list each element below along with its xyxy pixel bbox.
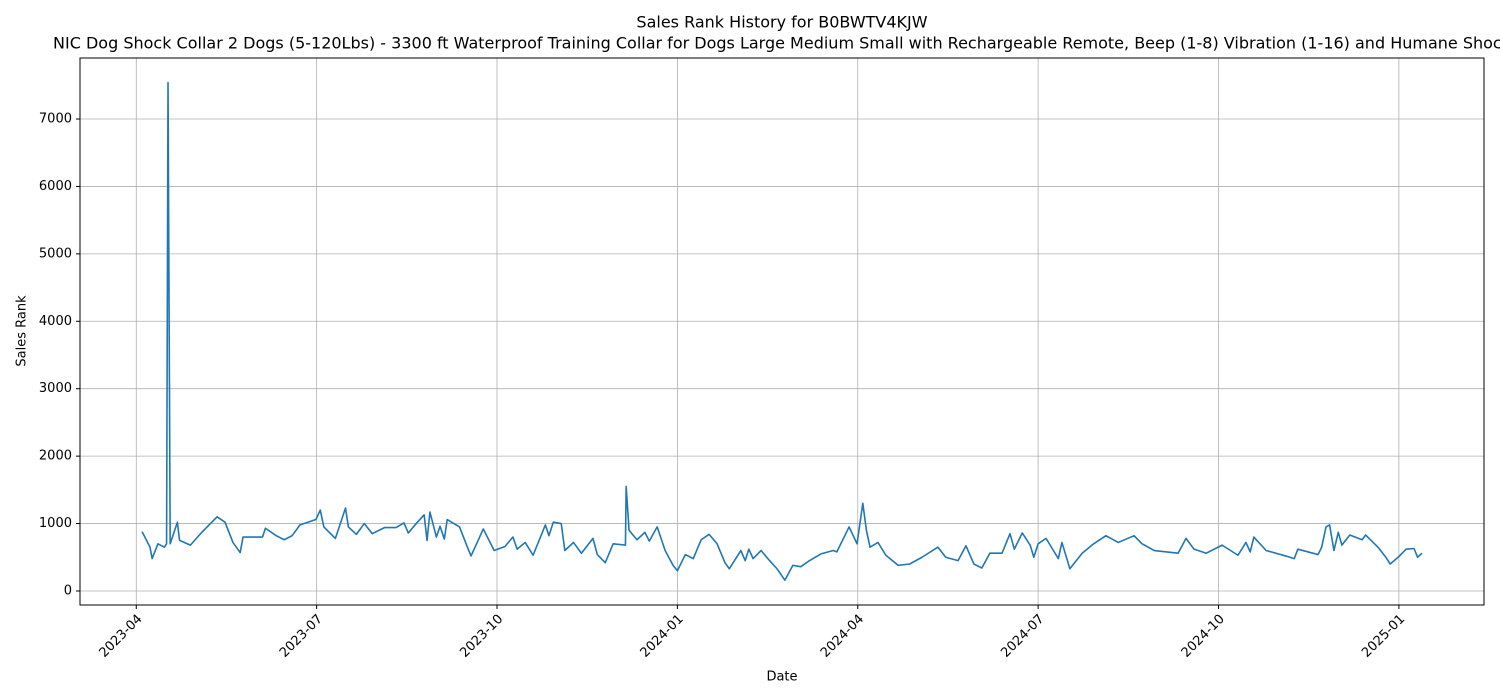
y-tick-label: 1000 [39,516,72,531]
chart-title: Sales Rank History for B0BWTV4KJW [636,13,927,32]
y-tick-label: 6000 [39,179,72,194]
x-tick-label: 2025-01 [1359,612,1408,661]
y-tick-label: 5000 [39,246,72,261]
x-tick-label: 2023-10 [457,612,506,661]
x-tick-label: 2024-01 [638,612,687,661]
x-tick-label: 2023-07 [277,612,326,661]
x-tick-label: 2024-10 [1179,612,1228,661]
plot-frame [79,57,1485,606]
y-axis-label: Sales Rank [15,295,30,367]
y-tick-label: 3000 [39,381,72,396]
x-axis-label: Date [766,670,797,685]
chart-subtitle: NIC Dog Shock Collar 2 Dogs (5-120Lbs) -… [53,34,1500,53]
y-tick-label: 2000 [39,449,72,464]
y-tick-label: 7000 [39,112,72,127]
x-tick-label: 2024-07 [998,612,1047,661]
y-tick-label: 0 [64,583,72,598]
y-tick-label: 4000 [39,314,72,329]
x-tick-label: 2023-04 [97,612,146,661]
x-tick-label: 2024-04 [818,612,867,661]
data-line [141,81,1423,581]
